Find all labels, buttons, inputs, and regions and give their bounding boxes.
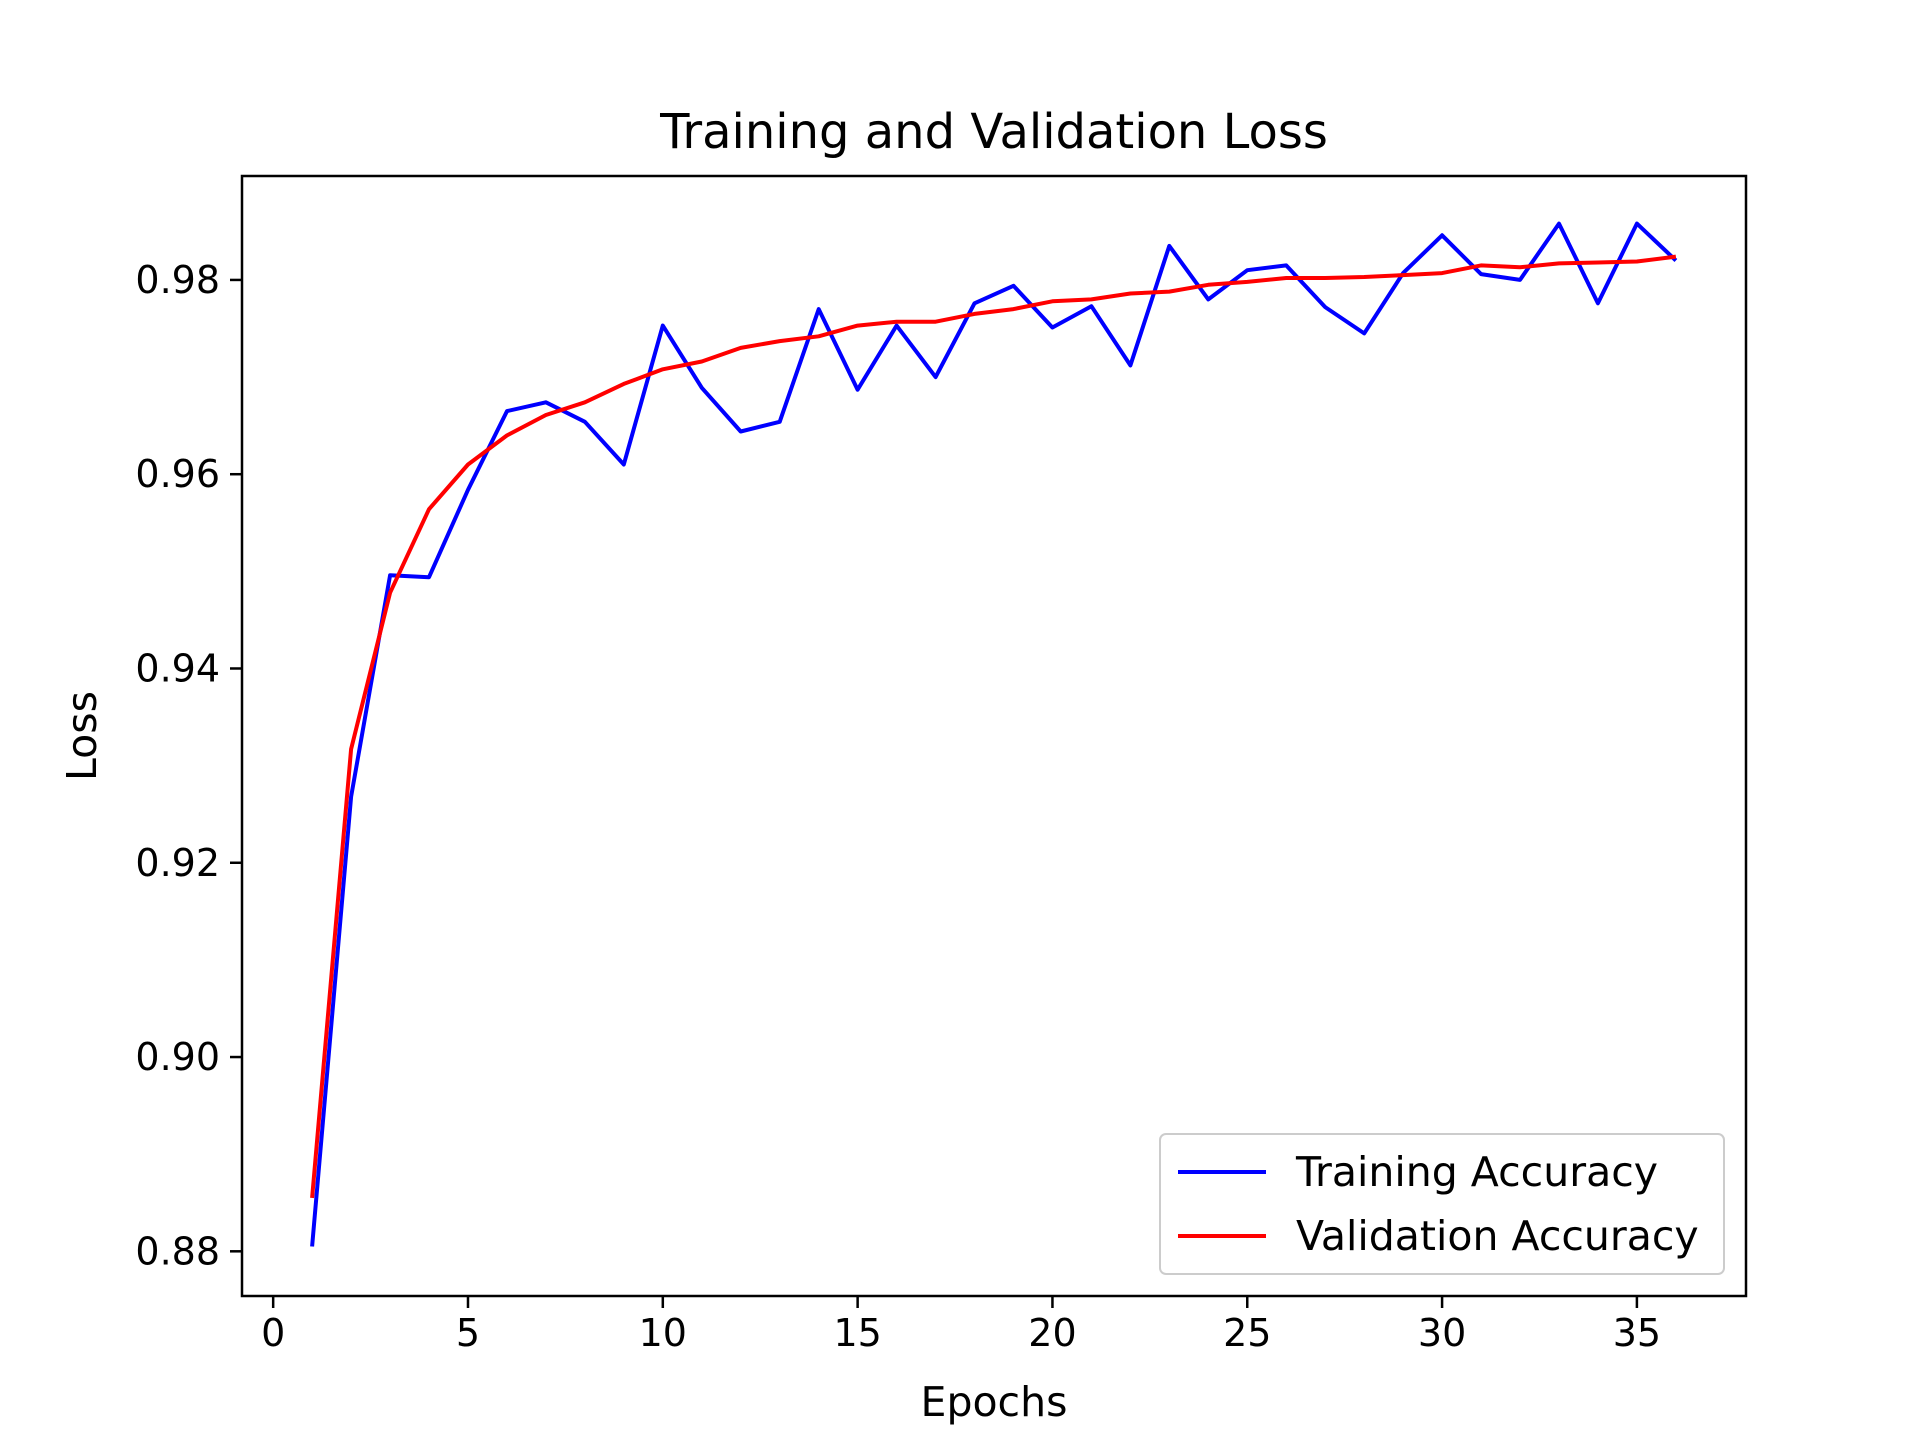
x-tick-label: 10	[639, 1311, 687, 1355]
x-tick-label: 30	[1418, 1311, 1466, 1355]
legend-label-1: Validation Accuracy	[1296, 1212, 1699, 1260]
x-axis-label: Epochs	[921, 1378, 1068, 1426]
x-tick-label: 5	[456, 1311, 480, 1355]
x-tick-label: 15	[833, 1311, 881, 1355]
x-tick-label: 20	[1028, 1311, 1076, 1355]
y-tick-label: 0.98	[135, 258, 220, 302]
x-tick-label: 35	[1613, 1311, 1661, 1355]
y-tick-label: 0.92	[135, 841, 220, 885]
legend-label-0: Training Accuracy	[1295, 1148, 1658, 1196]
series-line-1	[310, 254, 1677, 1199]
y-axis-label: Loss	[58, 691, 106, 781]
series-line-0	[310, 221, 1678, 1247]
x-tick-label: 0	[261, 1311, 285, 1355]
x-axis: 0 5 10 15 20 25 30 35	[261, 1296, 1661, 1355]
chart-title: Training and Validation Loss	[659, 104, 1328, 160]
y-tick-label: 0.94	[135, 646, 220, 690]
legend-box	[1159, 1133, 1725, 1275]
y-tick-label: 0.96	[135, 452, 220, 496]
x-tick-label: 25	[1223, 1311, 1271, 1355]
legend: Training Accuracy Validation Accuracy	[1159, 1133, 1725, 1275]
y-axis: 0.88 0.90 0.92 0.94 0.96 0.98	[135, 258, 242, 1273]
plot-area	[310, 221, 1678, 1247]
y-tick-label: 0.90	[135, 1035, 220, 1079]
y-tick-label: 0.88	[135, 1229, 220, 1273]
plot-frame	[240, 174, 1748, 1298]
